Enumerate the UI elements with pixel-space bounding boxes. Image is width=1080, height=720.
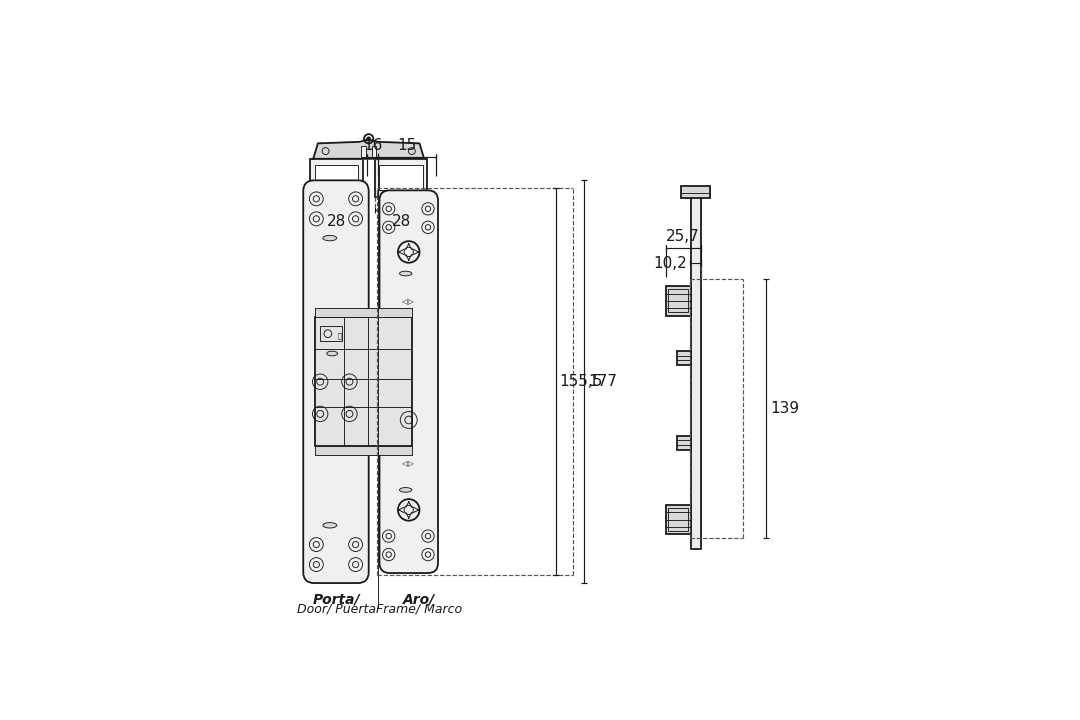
Ellipse shape <box>327 351 338 356</box>
Text: 139: 139 <box>770 401 799 416</box>
Text: Door/ Puerta: Door/ Puerta <box>297 603 376 616</box>
FancyBboxPatch shape <box>303 180 368 583</box>
Bar <box>666 505 690 534</box>
Text: 15: 15 <box>397 138 417 153</box>
Bar <box>681 186 710 198</box>
Bar <box>669 508 688 531</box>
Text: 177: 177 <box>589 374 617 390</box>
Bar <box>315 318 411 446</box>
Ellipse shape <box>323 235 337 240</box>
Bar <box>666 287 690 315</box>
Bar <box>372 146 377 157</box>
FancyBboxPatch shape <box>379 190 438 573</box>
Text: 155,5: 155,5 <box>559 374 603 390</box>
Ellipse shape <box>323 523 337 528</box>
Text: Porta/: Porta/ <box>312 593 360 606</box>
Polygon shape <box>313 140 424 159</box>
Bar <box>312 190 361 197</box>
Bar <box>377 190 424 197</box>
Text: 28: 28 <box>327 215 346 229</box>
Ellipse shape <box>400 271 411 276</box>
Text: ◁▷: ◁▷ <box>401 459 414 467</box>
Text: 28: 28 <box>391 215 410 229</box>
Bar <box>669 289 688 312</box>
Text: Aro/: Aro/ <box>403 593 435 606</box>
Bar <box>375 159 428 197</box>
Bar <box>361 146 366 157</box>
Ellipse shape <box>400 487 411 492</box>
Bar <box>677 436 690 450</box>
Bar <box>314 165 357 189</box>
Text: 🔒: 🔒 <box>338 332 342 338</box>
Text: 25,7: 25,7 <box>666 229 700 244</box>
Bar <box>677 351 690 365</box>
Text: ◁▷: ◁▷ <box>401 297 414 307</box>
Bar <box>690 196 701 549</box>
Bar <box>320 326 341 341</box>
Bar <box>315 446 411 455</box>
Text: 16: 16 <box>363 138 382 153</box>
Bar <box>310 159 363 197</box>
Bar <box>379 165 422 189</box>
Circle shape <box>367 137 370 140</box>
Bar <box>315 308 411 318</box>
Text: 10,2: 10,2 <box>653 256 687 271</box>
Text: Frame/ Marco: Frame/ Marco <box>376 603 462 616</box>
